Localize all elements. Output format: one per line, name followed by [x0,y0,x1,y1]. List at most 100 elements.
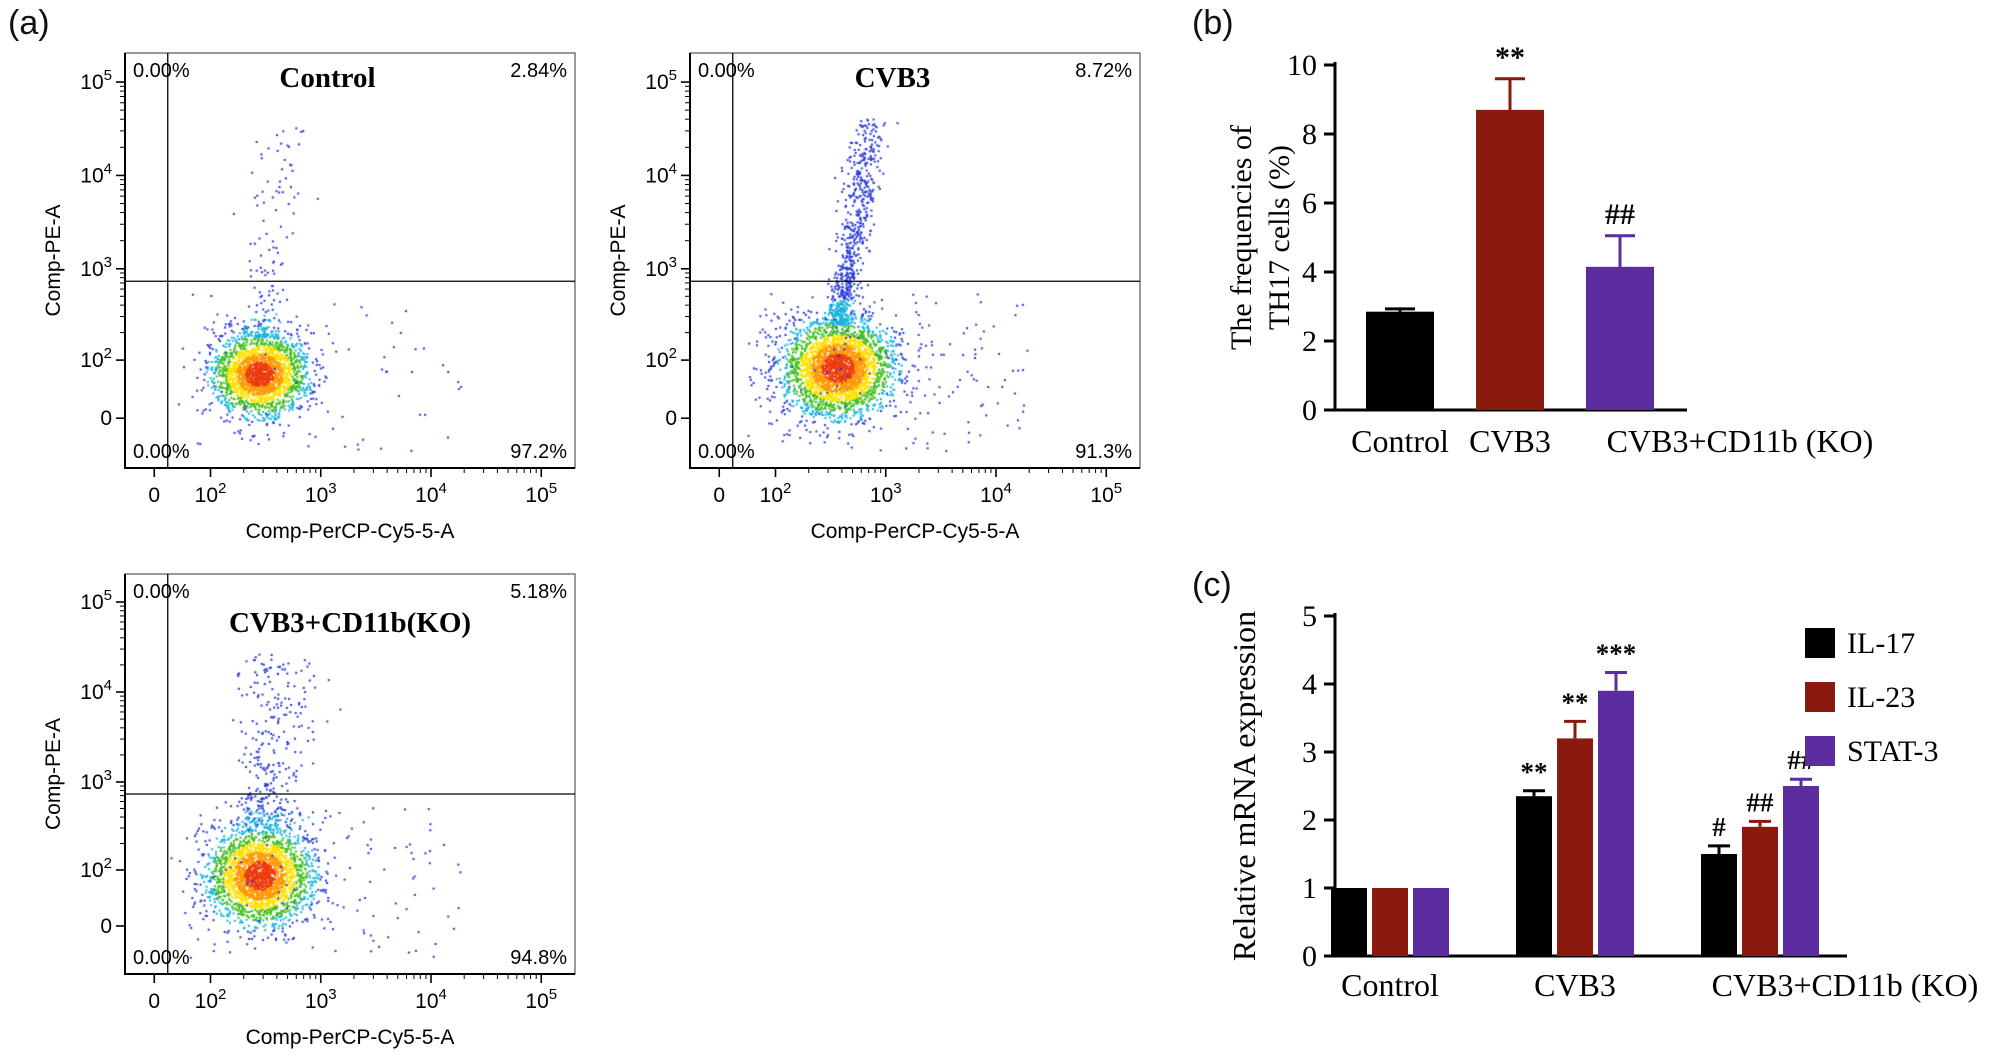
error-bar [1605,234,1635,267]
y-axis-label-line1: The frequencies of [1225,125,1258,350]
x-category-label: CVB3+CD11b (KO) [1607,423,1874,459]
y-tick-label: 2 [1302,325,1317,358]
y-tick-label: 105 [80,587,112,614]
significance-marker: ## [1747,787,1775,817]
error-bar [1790,777,1812,786]
y-tick-label: 103 [80,254,112,281]
quadrant-percentage: 0.00% [698,60,755,82]
error-bar [1385,307,1415,312]
y-tick-label: 102 [80,855,112,882]
panel-c-label: (c) [1192,566,1232,604]
x-tick-label: 105 [525,480,557,507]
bar-STAT-3-1 [1598,690,1634,956]
bar-IL-17-0 [1331,888,1367,956]
significance-marker: ** [1521,757,1548,787]
x-tick-label: 102 [195,480,227,507]
significance-marker: ## [1605,198,1635,231]
error-bar [1749,819,1771,827]
flow-x-axis-label: Comp-PerCP-Cy5-5-A [246,520,455,543]
quadrant-percentage: 91.3% [1075,441,1132,463]
bar-1 [1476,109,1544,410]
flow-dot-cloud [125,53,575,468]
y-tick-label: 104 [645,160,677,187]
x-tick-label: 105 [1090,480,1122,507]
x-tick-label: 104 [415,480,447,507]
x-category-label: CVB3 [1469,423,1551,459]
flow-y-axis-label: Comp-PE-A [42,204,65,316]
quadrant-percentage: 0.00% [133,60,190,82]
panel-b-label: (b) [1192,4,1234,42]
y-tick-label: 104 [80,677,112,704]
legend-swatch-IL-17 [1805,628,1835,658]
y-tick-label: 102 [645,345,677,372]
bar-IL-23-0 [1372,888,1408,956]
flow-dot-cloud [125,574,575,974]
th17-frequency-bar-chart: 0 2 4 6 8 10 Control ** CVB3 ## CVB3+CD11b (KO) The… [1225,20,2000,545]
y-axis-label-line2: TH17 cells (%) [1263,145,1296,330]
bar-STAT-3-0 [1413,888,1449,956]
y-tick-label: 104 [80,160,112,187]
mrna-expression-bar-chart: 0 1 2 3 4 5 ** # ** ## *** ## Control CVB3 CVB3+CD11b … [1225,556,2000,1054]
bar-IL-17-2 [1701,854,1737,956]
y-tick-label: 4 [1302,256,1317,289]
flow-plot-overlay: 0 0 102 102 103 103 104 104 105 105 0.00% 8.72% 0.00… [607,52,1141,543]
x-category-label: Control [1341,967,1439,1003]
y-tick-label: 8 [1302,118,1317,151]
bar-IL-23-2 [1742,826,1778,956]
flow-x-axis-label: Comp-PerCP-Cy5-5-A [246,1026,455,1049]
x-tick-label: 102 [760,480,792,507]
flow-plot-cvb3: 0 0 102 102 103 103 104 104 105 105 0.00% 8.72% 0.00… [595,28,1160,553]
y-tick-label: 4 [1302,668,1317,701]
significance-marker: ** [1495,41,1525,74]
y-tick-label: 0 [100,915,112,938]
flow-plot-overlay: 0 0 102 102 103 103 104 104 105 105 0.00% 5.18% 0.00… [42,573,576,1049]
x-category-label: CVB3+CD11b (KO) [1712,967,1979,1003]
flow-plot-title: CVB3 [855,62,931,94]
plot-frame [689,52,1141,469]
legend-swatch-STAT-3 [1805,736,1835,766]
bar-IL-17-1 [1516,796,1552,956]
flow-plot-control: 0 0 102 102 103 103 104 104 105 105 0.00% 2.84% 0.00… [30,28,595,553]
flow-x-axis-label: Comp-PerCP-Cy5-5-A [811,520,1020,543]
y-tick-label: 6 [1302,187,1317,220]
flow-y-axis-label: Comp-PE-A [42,718,65,830]
significance-marker: ** [1562,687,1589,717]
bar-chart-b-svg: 0 2 4 6 8 10 Control ** CVB3 ## CVB3+CD11b (KO) The… [1225,41,1874,459]
flow-dot-cloud [690,53,1140,468]
axes [689,53,1140,469]
x-tick-label: 105 [525,986,557,1013]
y-tick-label: 5 [1302,600,1317,633]
quadrant-percentage: 2.84% [510,60,567,82]
x-tick-label: 104 [980,480,1012,507]
x-tick-label: 103 [305,986,337,1013]
flow-y-axis-label: Comp-PE-A [607,204,630,316]
flow-plot-title: Control [279,62,375,94]
quadrant-percentage: 94.8% [510,947,567,969]
quadrant-percentage: 0.00% [133,581,190,603]
y-tick-label: 0 [1302,940,1317,973]
axes [124,574,575,975]
y-axis-label: Relative mRNA expression [1226,611,1262,961]
y-tick-label: 0 [100,407,112,430]
y-tick-label: 105 [645,67,677,94]
quadrant-percentage: 97.2% [510,441,567,463]
flow-plot-title: CVB3+CD11b(KO) [229,607,471,639]
x-tick-label: 103 [305,480,337,507]
y-tick-label: 0 [665,407,677,430]
error-bar [1495,77,1525,110]
flow-plot-cvb3-cd11b-ko: 0 0 102 102 103 103 104 104 105 105 0.00% 5.18% 0.00… [30,549,595,1054]
significance-marker: *** [1596,638,1637,668]
bar-0 [1366,311,1434,410]
legend-label-IL-23: IL-23 [1847,681,1915,714]
bar-STAT-3-2 [1783,786,1819,956]
quadrant-percentage: 8.72% [1075,60,1132,82]
bar-2 [1586,266,1654,410]
legend-label-STAT-3: STAT-3 [1847,735,1939,768]
x-tick-label: 0 [148,990,160,1013]
x-tick-label: 0 [713,484,725,507]
bar-IL-23-1 [1557,738,1593,956]
quadrant-percentage: 0.00% [133,947,190,969]
plot-frame [124,52,576,469]
x-tick-label: 104 [415,986,447,1013]
